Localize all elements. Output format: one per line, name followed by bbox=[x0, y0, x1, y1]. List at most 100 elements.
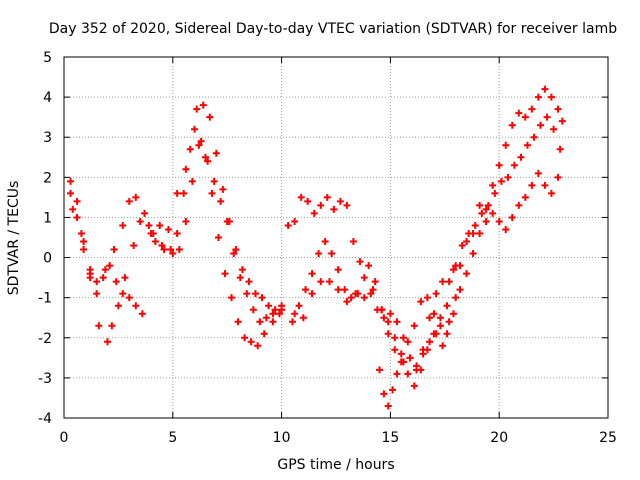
data-point bbox=[149, 229, 157, 237]
data-point bbox=[191, 125, 199, 133]
data-point bbox=[217, 197, 225, 205]
data-point bbox=[349, 238, 357, 246]
data-point bbox=[369, 286, 377, 294]
data-point bbox=[132, 302, 140, 310]
data-point bbox=[452, 294, 460, 302]
data-point bbox=[317, 278, 325, 286]
x-axis-label: GPS time / hours bbox=[277, 457, 394, 473]
data-point bbox=[393, 318, 401, 326]
data-point bbox=[495, 217, 503, 225]
x-tick-label: 5 bbox=[168, 430, 177, 446]
data-point bbox=[491, 189, 499, 197]
data-point bbox=[426, 338, 434, 346]
data-point bbox=[463, 238, 471, 246]
data-point bbox=[141, 209, 149, 217]
data-point bbox=[397, 350, 405, 358]
data-point bbox=[334, 286, 342, 294]
data-point bbox=[288, 318, 296, 326]
y-tick-label: -2 bbox=[38, 331, 52, 347]
data-point bbox=[391, 346, 399, 354]
data-point bbox=[458, 242, 466, 250]
data-point bbox=[384, 330, 392, 338]
data-point bbox=[284, 221, 292, 229]
data-point bbox=[517, 153, 525, 161]
data-point bbox=[399, 358, 407, 366]
data-point bbox=[419, 350, 427, 358]
data-point bbox=[478, 209, 486, 217]
data-point bbox=[265, 302, 273, 310]
data-point bbox=[504, 173, 512, 181]
data-point bbox=[175, 246, 183, 254]
data-point bbox=[413, 362, 421, 370]
plot-frame bbox=[63, 56, 609, 419]
data-point bbox=[515, 109, 523, 117]
data-point bbox=[260, 330, 268, 338]
x-tick-label: 25 bbox=[599, 430, 617, 446]
data-point bbox=[482, 205, 490, 213]
data-point bbox=[151, 238, 159, 246]
data-point bbox=[136, 217, 144, 225]
y-tick-label: 1 bbox=[43, 210, 52, 226]
data-point bbox=[445, 278, 453, 286]
data-point bbox=[495, 161, 503, 169]
data-point bbox=[201, 153, 209, 161]
data-point bbox=[269, 318, 277, 326]
data-point bbox=[450, 266, 458, 274]
data-point bbox=[482, 217, 490, 225]
data-point bbox=[80, 238, 88, 246]
y-tick-label: -1 bbox=[38, 291, 52, 307]
data-point bbox=[275, 310, 283, 318]
y-tick-label: 0 bbox=[43, 251, 52, 267]
data-point bbox=[249, 306, 257, 314]
data-point bbox=[173, 189, 181, 197]
data-point bbox=[164, 225, 172, 233]
data-point bbox=[443, 330, 451, 338]
data-point bbox=[67, 177, 75, 185]
data-point bbox=[206, 113, 214, 121]
data-point bbox=[443, 302, 451, 310]
data-point bbox=[110, 246, 118, 254]
data-point bbox=[308, 270, 316, 278]
data-point bbox=[160, 246, 168, 254]
data-point bbox=[241, 334, 249, 342]
data-point bbox=[528, 105, 536, 113]
data-point bbox=[426, 314, 434, 322]
data-point bbox=[243, 290, 251, 298]
data-point bbox=[245, 278, 253, 286]
data-point bbox=[476, 201, 484, 209]
data-point bbox=[321, 238, 329, 246]
data-point bbox=[380, 390, 388, 398]
x-tick-label: 0 bbox=[60, 430, 69, 446]
data-point bbox=[521, 193, 529, 201]
data-point bbox=[130, 242, 138, 250]
data-point bbox=[399, 334, 407, 342]
y-tick-label: 3 bbox=[43, 130, 52, 146]
data-point bbox=[452, 262, 460, 270]
data-point bbox=[323, 193, 331, 201]
data-point bbox=[214, 234, 222, 241]
data-point bbox=[432, 330, 440, 338]
x-tick-label: 20 bbox=[490, 430, 508, 446]
data-point bbox=[410, 322, 418, 330]
data-point bbox=[341, 286, 349, 294]
data-point bbox=[391, 334, 399, 342]
data-point bbox=[221, 270, 229, 278]
data-point bbox=[86, 266, 94, 274]
data-point bbox=[352, 290, 360, 298]
data-point bbox=[73, 213, 81, 221]
data-point bbox=[297, 193, 305, 201]
data-point bbox=[556, 145, 564, 153]
y-tick-label: 4 bbox=[43, 90, 52, 106]
y-axis-label: SDTVAR / TECUs bbox=[6, 181, 22, 296]
data-point bbox=[199, 101, 207, 109]
data-point bbox=[271, 306, 279, 314]
data-point bbox=[463, 270, 471, 278]
data-point bbox=[469, 250, 477, 258]
data-point bbox=[67, 189, 75, 197]
data-point bbox=[393, 370, 401, 378]
data-point bbox=[439, 278, 447, 286]
data-point bbox=[101, 266, 109, 274]
data-point bbox=[343, 201, 351, 209]
